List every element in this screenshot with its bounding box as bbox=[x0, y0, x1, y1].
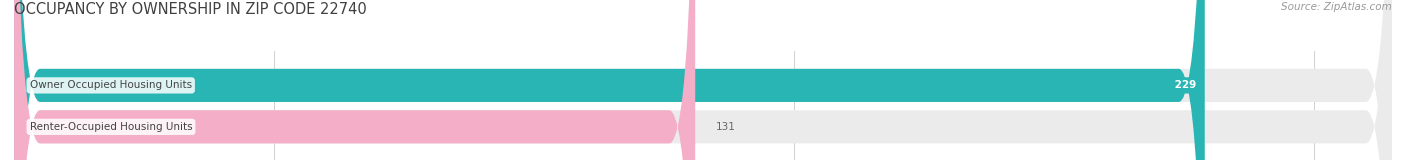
FancyBboxPatch shape bbox=[14, 0, 1392, 160]
Text: 131: 131 bbox=[716, 122, 735, 132]
Text: Renter-Occupied Housing Units: Renter-Occupied Housing Units bbox=[30, 122, 193, 132]
Text: Source: ZipAtlas.com: Source: ZipAtlas.com bbox=[1281, 2, 1392, 12]
FancyBboxPatch shape bbox=[14, 0, 695, 160]
FancyBboxPatch shape bbox=[14, 0, 1205, 160]
FancyBboxPatch shape bbox=[14, 0, 1392, 160]
Text: 229: 229 bbox=[1171, 80, 1199, 90]
Text: Owner Occupied Housing Units: Owner Occupied Housing Units bbox=[30, 80, 191, 90]
Text: OCCUPANCY BY OWNERSHIP IN ZIP CODE 22740: OCCUPANCY BY OWNERSHIP IN ZIP CODE 22740 bbox=[14, 2, 367, 17]
